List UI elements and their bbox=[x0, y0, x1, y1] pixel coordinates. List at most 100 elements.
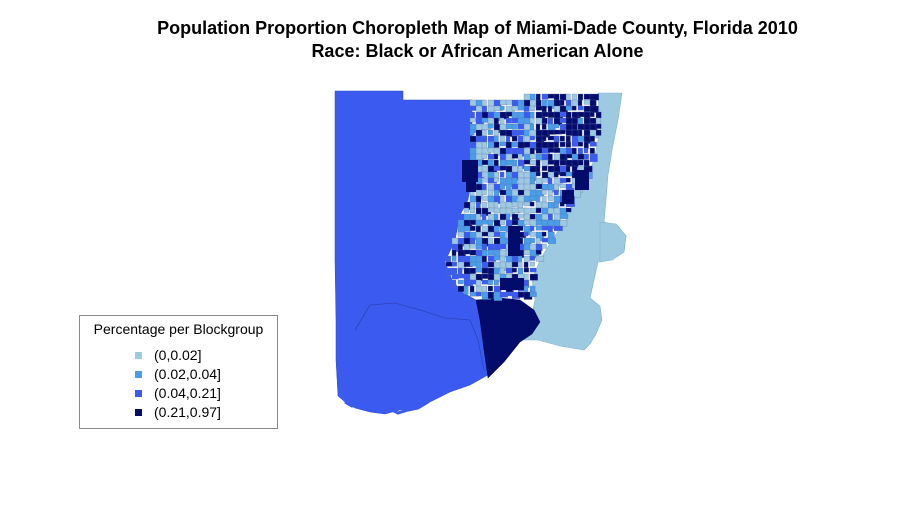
legend-label: (0,0.02] bbox=[154, 347, 202, 363]
blockgroup-cell bbox=[529, 213, 536, 220]
blockgroup-cell bbox=[481, 249, 488, 257]
blockgroup-cell bbox=[487, 285, 493, 292]
blockgroup-cell bbox=[529, 291, 537, 297]
blockgroup-cell bbox=[541, 117, 548, 124]
blockgroup-cell bbox=[475, 213, 481, 221]
blockgroup-cell bbox=[535, 165, 541, 173]
blockgroup-cell bbox=[571, 129, 579, 137]
homestead-region bbox=[475, 297, 541, 379]
blockgroup-cell bbox=[499, 243, 507, 250]
blockgroup-cell bbox=[589, 93, 600, 101]
legend-label: (0.02,0.04] bbox=[154, 366, 221, 382]
blockgroup-cell bbox=[475, 135, 483, 143]
legend: Percentage per Blockgroup (0,0.02] (0.02… bbox=[79, 315, 278, 429]
blockgroup-cell bbox=[493, 153, 499, 160]
blockgroup-cell bbox=[577, 153, 585, 160]
blockgroup-cell bbox=[487, 129, 493, 135]
blockgroup-cell bbox=[463, 207, 470, 213]
blockgroup-cell bbox=[535, 207, 542, 214]
blockgroup-cell bbox=[508, 226, 520, 256]
blockgroup-cell bbox=[457, 279, 464, 285]
blockgroup-cell bbox=[541, 243, 547, 249]
blockgroup-cell bbox=[493, 231, 501, 237]
blockgroup-cell bbox=[541, 135, 547, 142]
blockgroup-cell bbox=[523, 273, 529, 281]
blockgroup-cell bbox=[457, 267, 463, 275]
blockgroup-cell bbox=[493, 141, 500, 148]
blockgroup-cell bbox=[595, 129, 602, 136]
blockgroup-cell bbox=[565, 177, 571, 183]
blockgroup-cell bbox=[553, 141, 559, 148]
blockgroup-cell bbox=[466, 178, 476, 192]
blockgroup-cell bbox=[577, 117, 583, 125]
blockgroup-cell bbox=[487, 123, 494, 129]
blockgroup-cell bbox=[535, 129, 543, 137]
blockgroup-cell bbox=[529, 117, 535, 124]
blockgroup-cell bbox=[511, 267, 517, 273]
legend-item: (0.04,0.21] bbox=[135, 384, 221, 402]
park-boundary-line bbox=[354, 302, 485, 371]
blockgroup-cell bbox=[469, 105, 477, 111]
blockgroup-cell bbox=[511, 159, 518, 167]
map-title: Population Proportion Choropleth Map of … bbox=[157, 18, 798, 38]
southern-coastline bbox=[344, 400, 429, 415]
blockgroup-cell bbox=[523, 255, 531, 262]
blockgroup-cell bbox=[481, 183, 487, 191]
blockgroup-cell bbox=[487, 147, 495, 153]
blockgroup-cell bbox=[451, 255, 457, 262]
blockgroup-cell bbox=[553, 189, 559, 196]
blockgroup-cell bbox=[571, 117, 578, 125]
blockgroup-cell bbox=[469, 99, 477, 106]
blockgroup-cell bbox=[541, 165, 548, 171]
blockgroup-cell bbox=[577, 141, 584, 147]
legend-item: (0,0.02] bbox=[135, 346, 201, 364]
blockgroup-cell bbox=[457, 219, 465, 227]
blockgroup-cell bbox=[523, 165, 530, 172]
blockgroup-cell bbox=[589, 111, 595, 117]
blockgroup-cell bbox=[535, 201, 543, 208]
blockgroup-cell bbox=[523, 267, 529, 273]
blockgroup-cell bbox=[523, 201, 531, 207]
blockgroup-cell bbox=[541, 219, 549, 227]
blockgroup-cell bbox=[505, 111, 513, 117]
blockgroup-cell bbox=[487, 231, 495, 237]
blockgroup-cell bbox=[589, 141, 597, 147]
blockgroup-cell bbox=[487, 153, 495, 160]
blockgroup-cell bbox=[451, 249, 457, 256]
blockgroup-cell bbox=[493, 135, 499, 143]
blockgroup-cell bbox=[493, 225, 500, 233]
blockgroup-cell bbox=[505, 99, 513, 105]
blockgroup-cell bbox=[535, 153, 543, 161]
blockgroup-cell bbox=[571, 105, 577, 111]
blockgroup-cell bbox=[505, 129, 513, 137]
blockgroup-cell bbox=[541, 213, 548, 220]
blockgroup-cell bbox=[565, 105, 572, 111]
blockgroup-cell bbox=[535, 249, 542, 255]
blockgroup-cell bbox=[559, 99, 565, 106]
blockgroup-cell bbox=[529, 135, 535, 141]
blockgroup-cell bbox=[451, 261, 458, 267]
blockgroup-cell bbox=[451, 279, 457, 287]
legend-title: Percentage per Blockgroup bbox=[93, 321, 264, 337]
blockgroup-cell bbox=[562, 190, 574, 204]
blockgroup-cell bbox=[595, 111, 602, 119]
blockgroup-cell bbox=[481, 189, 487, 195]
blockgroup-cell bbox=[547, 195, 554, 201]
blockgroup-cell bbox=[499, 231, 506, 239]
blockgroup-cell bbox=[487, 189, 494, 196]
blockgroup-cell bbox=[469, 273, 476, 280]
blockgroup-cell bbox=[481, 171, 489, 178]
blockgroup-cell bbox=[505, 123, 513, 129]
legend-swatch bbox=[135, 389, 142, 397]
blockgroup-cell bbox=[469, 267, 476, 274]
blockgroup-cell bbox=[547, 111, 555, 118]
blockgroup-cell bbox=[481, 201, 487, 208]
blockgroup-cell bbox=[553, 207, 561, 214]
blockgroup-cell bbox=[499, 219, 505, 225]
blockgroup-cell bbox=[487, 111, 495, 119]
blockgroup-cell bbox=[499, 117, 505, 125]
blockgroup-cell bbox=[589, 135, 595, 142]
blockgroup-cell bbox=[559, 129, 566, 135]
